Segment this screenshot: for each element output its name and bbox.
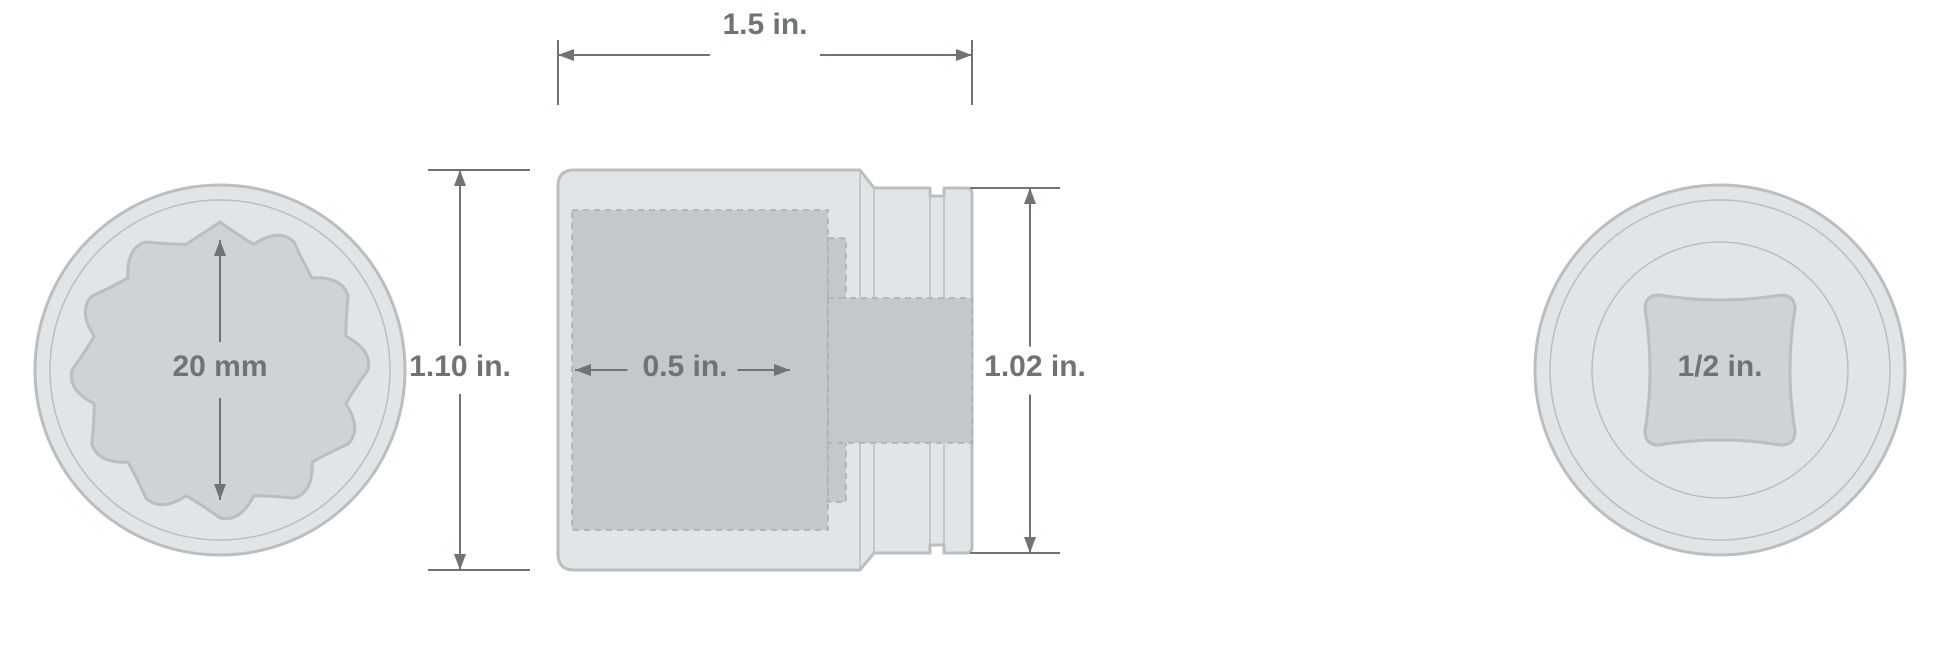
bore-depth-label: 0.5 in. (620, 350, 750, 384)
side-view (428, 40, 1060, 570)
drive-size-label: 1/2 in. (1650, 350, 1790, 384)
front-size-label: 20 mm (120, 350, 320, 384)
diagram-canvas: 20 mm 1.5 in. 1.10 in. 0.5 in. 1.02 in. … (0, 0, 1952, 664)
nose-diameter-label: 1.10 in. (400, 350, 520, 384)
overall-length-label: 1.5 in. (690, 8, 840, 42)
tail-diameter-label: 1.02 in. (975, 350, 1095, 384)
diagram-svg (0, 0, 1952, 664)
